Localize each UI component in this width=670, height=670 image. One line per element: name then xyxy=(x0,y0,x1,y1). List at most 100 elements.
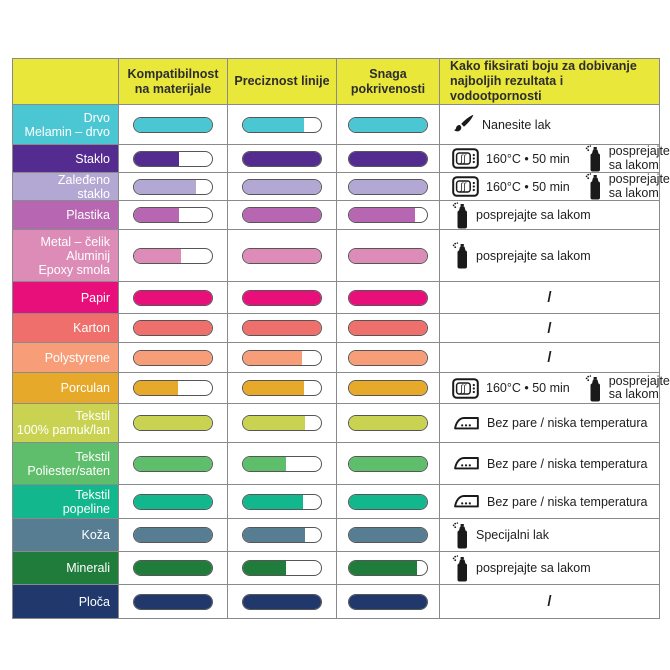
fixation-text: Specijalni lak xyxy=(476,528,549,542)
fixation-step: Bez pare / niska temperatura xyxy=(452,414,648,433)
coverage-pill-fill xyxy=(349,528,427,542)
precision-pill-fill xyxy=(243,179,321,194)
coverage-pill-fill xyxy=(349,208,416,222)
compatibility-pill xyxy=(133,493,213,510)
fixation-cell: ʃʃ 160°C • 50 min posprejajte sa lakom xyxy=(439,172,670,200)
fixation-cell: / xyxy=(439,282,659,313)
table-row: Plastika posprejajte sa lakom xyxy=(13,200,659,229)
compatibility-pill-cell xyxy=(118,519,227,551)
compatibility-pill-fill xyxy=(134,151,180,166)
precision-pill-cell xyxy=(227,585,336,618)
precision-pill-cell xyxy=(227,230,336,281)
spray-icon xyxy=(585,145,602,172)
coverage-pill-cell xyxy=(336,201,439,229)
table-row: Drvo Melamin – drvo Nanesite lak xyxy=(13,104,659,144)
fixation-step: posprejajte sa lakom xyxy=(585,144,670,172)
material-label: Papir xyxy=(13,282,118,313)
compatibility-pill-fill xyxy=(134,321,212,335)
fixation-text: 160°C • 50 min xyxy=(486,151,570,166)
precision-pill-fill xyxy=(243,151,321,166)
coverage-pill xyxy=(348,493,428,510)
precision-pill xyxy=(242,455,322,472)
table-row: Ploča / xyxy=(13,584,659,618)
coverage-pill-fill xyxy=(349,350,427,365)
precision-pill xyxy=(242,178,322,195)
coverage-pill-cell xyxy=(336,105,439,144)
compatibility-pill xyxy=(133,247,213,264)
oven-icon: ʃʃ xyxy=(452,176,479,197)
iron-icon xyxy=(452,414,480,433)
material-label: Zaleđeno staklo xyxy=(13,173,118,201)
compatibility-pill xyxy=(133,207,213,223)
compatibility-pill-cell xyxy=(118,145,227,172)
compatibility-pill-cell xyxy=(118,230,227,281)
fixation-step: posprejajte sa lakom xyxy=(585,172,670,200)
coverage-pill xyxy=(348,349,428,366)
compatibility-pill xyxy=(133,560,213,576)
precision-pill xyxy=(242,527,322,543)
precision-pill-fill xyxy=(243,290,321,305)
material-label: Drvo Melamin – drvo xyxy=(13,105,118,144)
compatibility-pill xyxy=(133,415,213,431)
material-label: Polystyrene xyxy=(13,343,118,372)
coverage-pill xyxy=(348,593,428,610)
coverage-pill xyxy=(348,116,428,133)
compatibility-pill-fill xyxy=(134,561,212,575)
svg-text:ʃʃ: ʃʃ xyxy=(459,155,467,165)
fixation-text: 160°C • 50 min xyxy=(486,179,570,194)
fixation-text: 160°C • 50 min xyxy=(486,381,570,395)
precision-pill xyxy=(242,320,322,336)
material-label: Koža xyxy=(13,519,118,551)
coverage-pill-fill xyxy=(349,290,427,305)
compatibility-pill-cell xyxy=(118,552,227,584)
compatibility-pill xyxy=(133,116,213,133)
coverage-pill-fill xyxy=(349,151,427,166)
precision-pill-fill xyxy=(243,494,304,509)
fixation-cell: Nanesite lak xyxy=(439,105,659,144)
compatibility-pill-cell xyxy=(118,404,227,442)
fixation-text: posprejajte sa lakom xyxy=(608,144,670,172)
svg-text:ʃʃ: ʃʃ xyxy=(459,384,467,394)
fixation-step: ʃʃ 160°C • 50 min xyxy=(452,148,570,169)
precision-pill-cell xyxy=(227,105,336,144)
fixation-text: Bez pare / niska temperatura xyxy=(487,494,648,509)
material-label: Tekstil popeline xyxy=(13,485,118,518)
fixation-step: ʃʃ 160°C • 50 min xyxy=(452,377,570,399)
precision-pill-cell xyxy=(227,519,336,551)
compatibility-pill-fill xyxy=(134,416,212,430)
precision-pill-cell xyxy=(227,314,336,342)
material-label: Metal – čelik Aluminij Epoxy smola xyxy=(13,230,118,281)
table-row: Koža Specijalni lak xyxy=(13,518,659,551)
compatibility-pill-cell xyxy=(118,485,227,518)
coverage-pill-cell xyxy=(336,282,439,313)
coverage-pill-fill xyxy=(349,416,427,430)
precision-pill-fill xyxy=(243,350,303,365)
precision-pill-fill xyxy=(243,208,321,222)
fixation-cell: posprejajte sa lakom xyxy=(439,230,659,281)
fixation-step: Specijalni lak xyxy=(452,521,549,549)
spray-icon xyxy=(585,374,602,402)
precision-pill-fill xyxy=(243,594,321,609)
table-row: Minerali posprejajte sa lakom xyxy=(13,551,659,584)
table-row: Zaleđeno staklo ʃʃ 160°C • 50 min posprejaj… xyxy=(13,172,670,201)
coverage-pill-fill xyxy=(349,321,427,335)
coverage-pill-fill xyxy=(349,248,427,263)
precision-pill xyxy=(242,207,322,223)
coverage-pill xyxy=(348,527,428,543)
precision-pill-cell xyxy=(227,552,336,584)
coverage-pill-cell xyxy=(336,343,439,372)
fixation-step: posprejajte sa lakom xyxy=(452,554,591,582)
compatibility-pill-cell xyxy=(118,343,227,372)
fixation-step: Bez pare / niska temperatura xyxy=(452,492,648,511)
compatibility-pill xyxy=(133,349,213,366)
coverage-pill xyxy=(348,380,428,396)
coverage-pill-cell xyxy=(336,314,439,342)
table-row: Polystyrene / xyxy=(13,342,659,372)
coverage-pill xyxy=(348,150,428,167)
precision-pill xyxy=(242,289,322,306)
coverage-pill-cell xyxy=(336,519,439,551)
spray-icon xyxy=(452,521,469,549)
coverage-pill-cell xyxy=(336,443,439,484)
compatibility-pill xyxy=(133,289,213,306)
fixation-text: posprejajte sa lakom xyxy=(476,561,591,575)
